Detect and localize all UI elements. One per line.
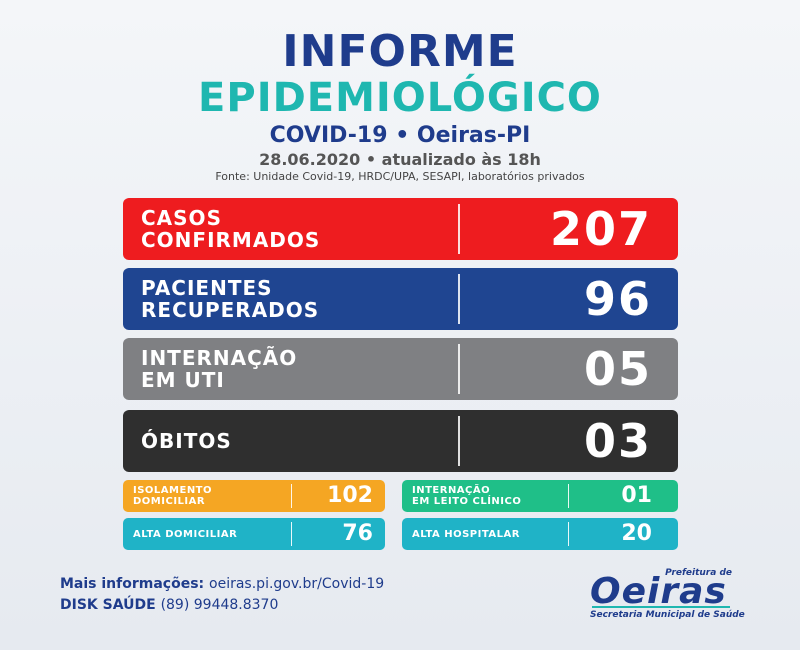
update-date: 28.06.2020 • atualizado às 18h — [259, 150, 541, 169]
stat-label-line1: ALTA DOMICILIAR — [133, 528, 238, 540]
divider — [458, 344, 460, 394]
stat-label-line1: ISOLAMENTO — [133, 485, 213, 496]
more-info-link[interactable]: oeiras.pi.gov.br/Covid-19 — [209, 576, 385, 592]
divider — [291, 484, 292, 508]
stat-value: 102 — [327, 483, 373, 508]
stat-home-isolation: ISOLAMENTO DOMICILIAR 102 — [123, 480, 385, 512]
logo-underline — [592, 606, 730, 608]
divider — [458, 274, 460, 324]
logo-name: Oeiras — [590, 571, 727, 612]
disk-saude-phone: (89) 99448.8370 — [160, 597, 279, 613]
stat-label-line2: EM LEITO CLÍNICO — [412, 496, 522, 507]
stat-recovered-patients: PACIENTES RECUPERADOS 96 — [123, 268, 678, 330]
divider — [568, 522, 569, 546]
more-info: Mais informações: oeiras.pi.gov.br/Covid… — [60, 576, 384, 592]
title-epidemiologico: EPIDEMIOLÓGICO — [198, 75, 602, 121]
stat-label-line2: RECUPERADOS — [141, 298, 320, 322]
divider — [291, 522, 292, 546]
stat-deaths: ÓBITOS 03 — [123, 410, 678, 472]
stat-label-line1: CASOS — [141, 206, 222, 230]
logo-secretaria-text: Secretaria Municipal de Saúde — [590, 610, 745, 620]
stat-icu-admissions: INTERNAÇÃO EM UTI 05 — [123, 338, 678, 400]
more-info-label: Mais informações: — [60, 576, 205, 592]
stat-label-line1: INTERNAÇÃO — [412, 485, 491, 496]
stat-value: 96 — [583, 272, 652, 326]
stat-value: 05 — [583, 342, 652, 396]
stat-label-line1: ALTA HOSPITALAR — [412, 528, 520, 540]
stat-value: 207 — [549, 202, 652, 256]
stat-value: 20 — [621, 521, 652, 546]
stat-home-discharge: ALTA DOMICILIAR 76 — [123, 518, 385, 550]
stat-value: 76 — [342, 521, 373, 546]
stat-label-line1: INTERNAÇÃO — [141, 346, 298, 370]
stat-label-line1: ÓBITOS — [141, 429, 232, 453]
divider — [568, 484, 569, 508]
disk-saude-label: DISK SAÚDE — [60, 597, 156, 613]
disk-saude: DISK SAÚDE (89) 99448.8370 — [60, 597, 278, 613]
stat-value: 01 — [621, 483, 652, 508]
data-source: Fonte: Unidade Covid-19, HRDC/UPA, SESAP… — [215, 170, 585, 183]
stat-confirmed-cases: CASOS CONFIRMADOS 207 — [123, 198, 678, 260]
logo-prefeitura-text: Prefeitura de — [665, 568, 732, 578]
stat-label-line2: CONFIRMADOS — [141, 228, 321, 252]
stat-value: 03 — [583, 414, 652, 468]
subtitle: COVID-19 • Oeiras-PI — [269, 123, 531, 148]
stat-label-line1: PACIENTES — [141, 276, 273, 300]
title-informe: INFORME — [282, 26, 518, 77]
divider — [458, 204, 460, 254]
prefeitura-oeiras-logo: Prefeitura de Oeiras Secretaria Municipa… — [586, 568, 746, 624]
stat-hospital-discharge: ALTA HOSPITALAR 20 — [402, 518, 678, 550]
stat-label-line2: EM UTI — [141, 368, 225, 392]
stat-clinical-bed: INTERNAÇÃO EM LEITO CLÍNICO 01 — [402, 480, 678, 512]
stat-label-line2: DOMICILIAR — [133, 496, 206, 507]
divider — [458, 416, 460, 466]
